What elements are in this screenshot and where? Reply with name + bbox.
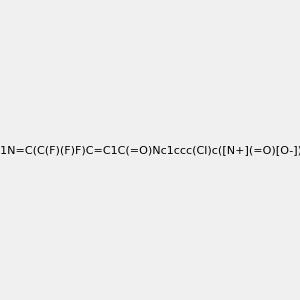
Text: CN1N=C(C(F)(F)F)C=C1C(=O)Nc1ccc(Cl)c([N+](=O)[O-])c1: CN1N=C(C(F)(F)F)C=C1C(=O)Nc1ccc(Cl)c([N+… <box>0 145 300 155</box>
